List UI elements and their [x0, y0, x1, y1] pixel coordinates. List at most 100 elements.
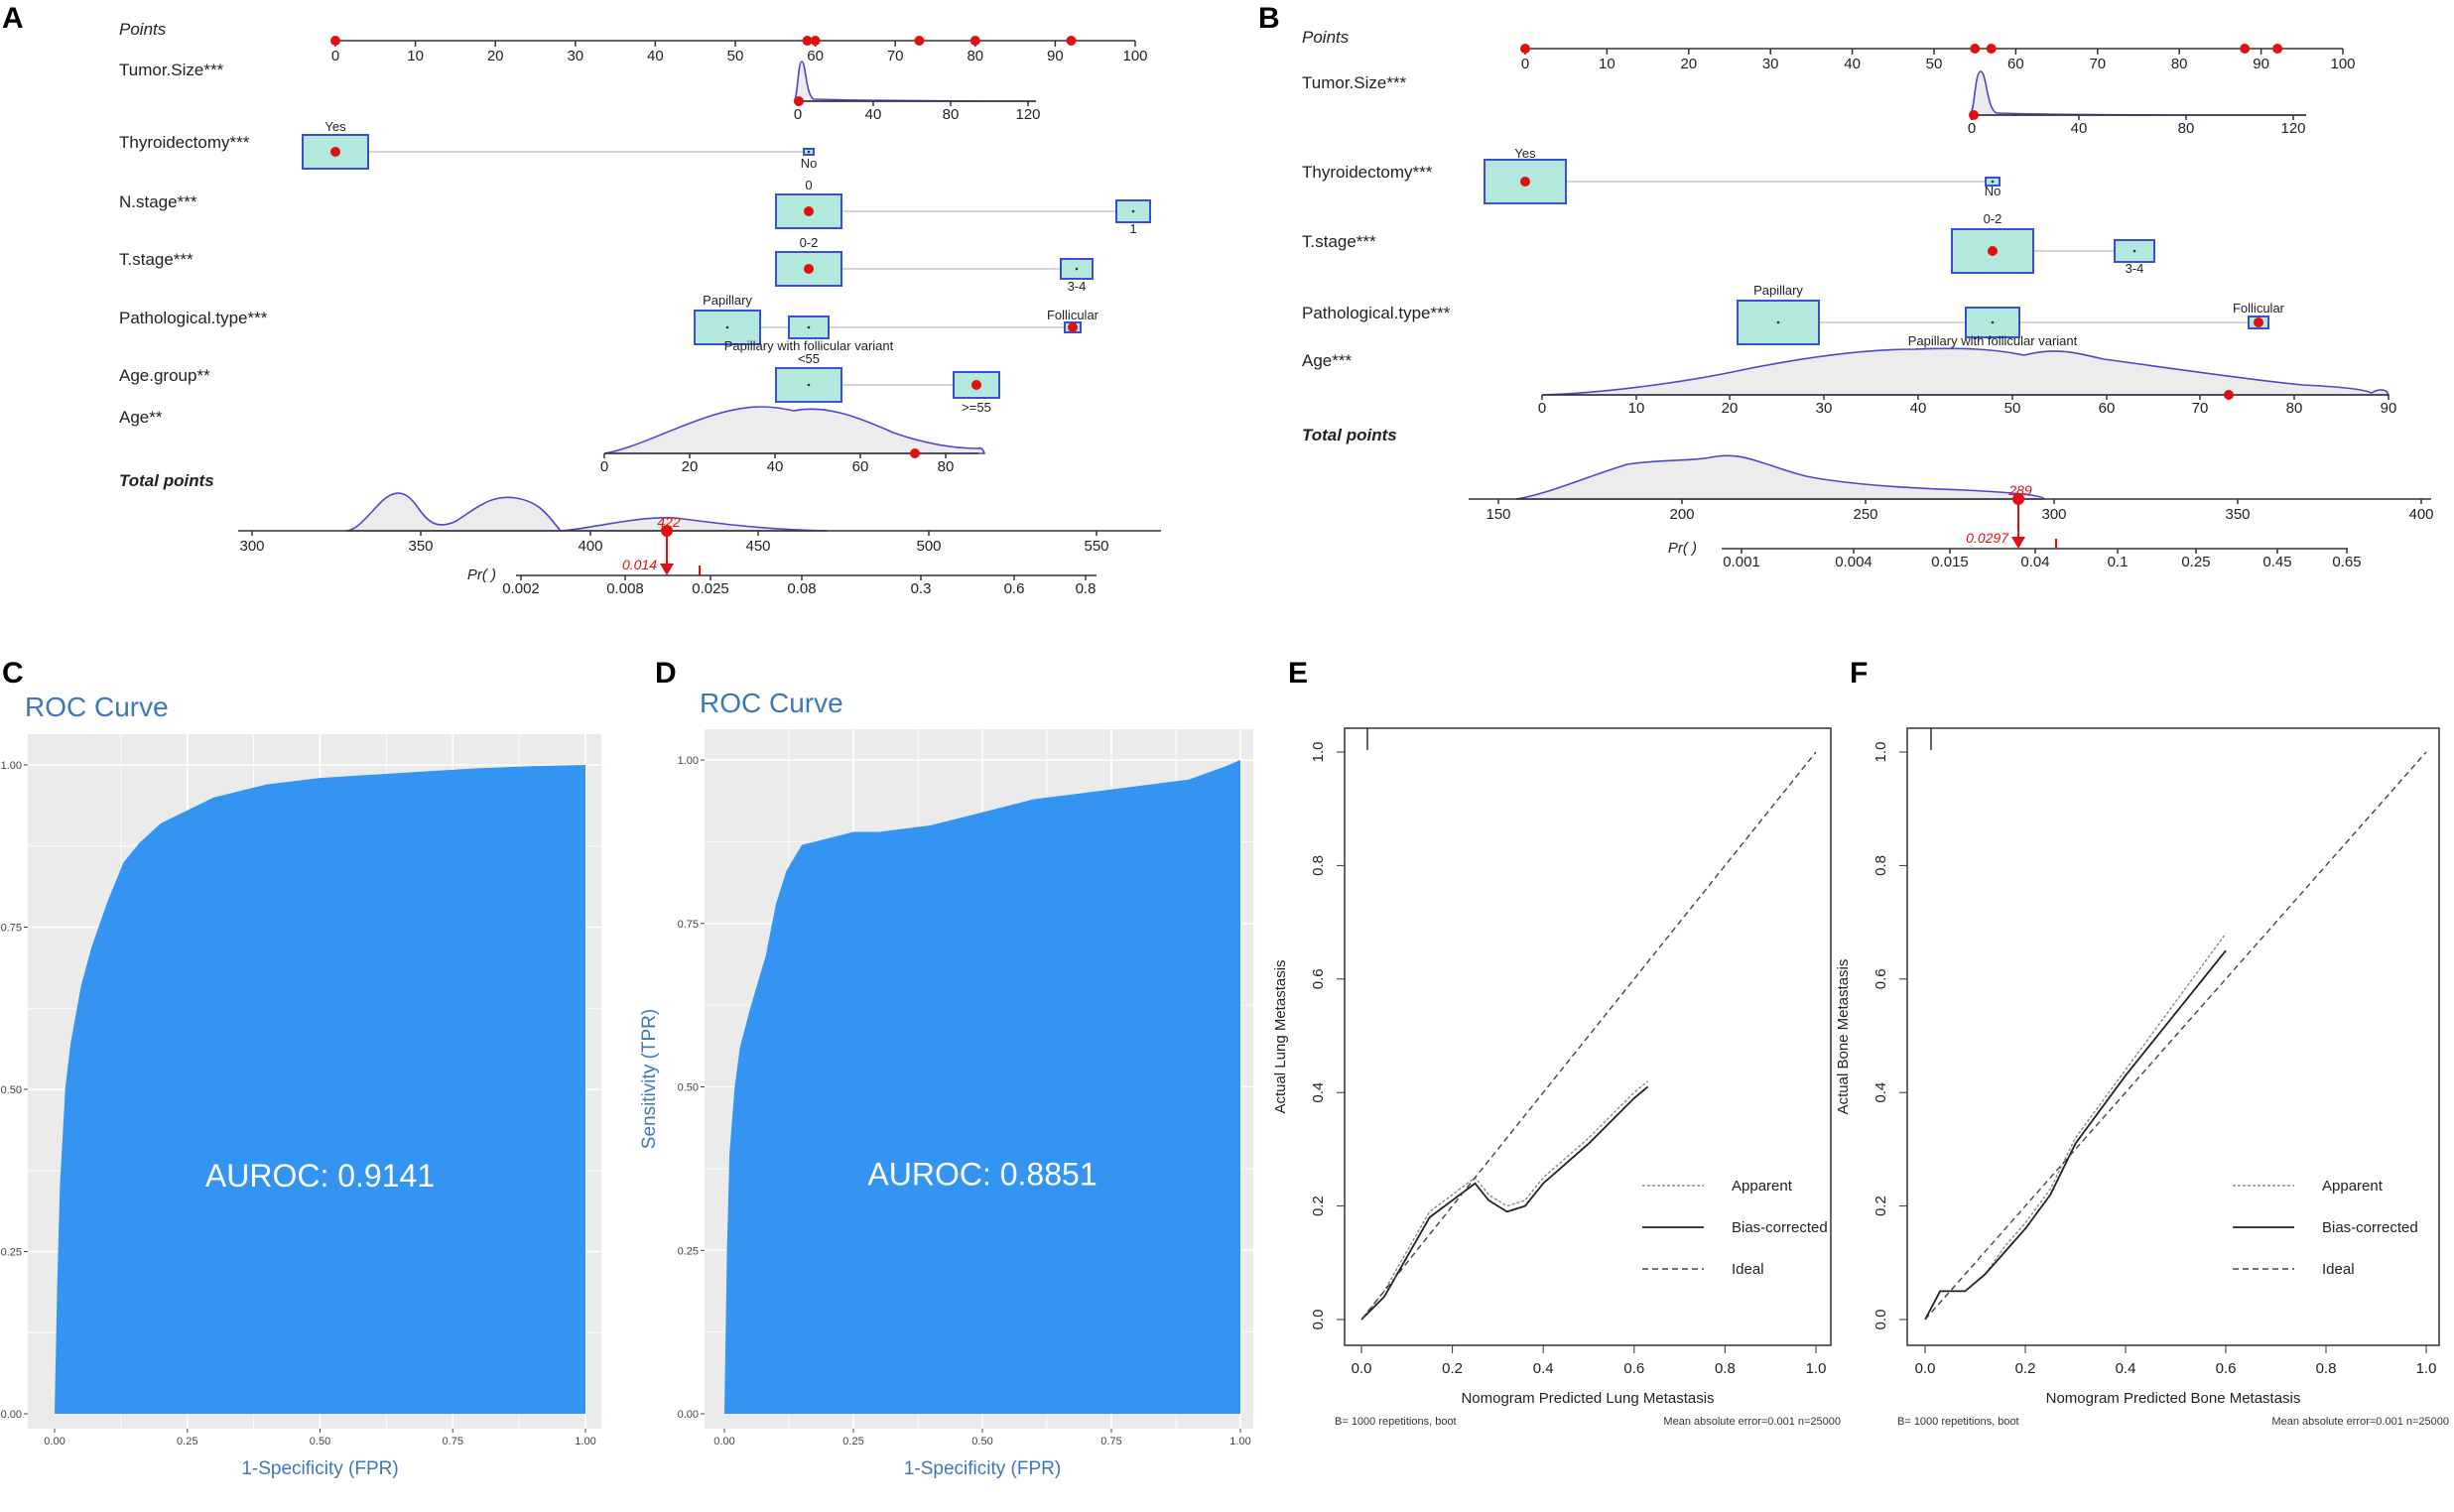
- marker-age: [910, 448, 920, 458]
- tick-label-age: 0: [600, 458, 608, 475]
- points-tick-label: 20: [487, 48, 504, 64]
- marker-age: [2224, 390, 2234, 400]
- x-tick-label: 0.8: [2316, 1360, 2337, 1377]
- points-tick-label: 100: [2330, 56, 2355, 72]
- level-center: [1131, 209, 1135, 213]
- total-tick-label: 300: [239, 538, 264, 555]
- x-tick-label: 0.2: [2015, 1360, 2036, 1377]
- legend-label-bias-corrected: Bias-corrected: [1732, 1219, 1828, 1236]
- points-marker: [914, 36, 925, 46]
- x-tick-label: 1.0: [1806, 1360, 1827, 1377]
- level-label-follicular: Follicular: [2233, 301, 2285, 315]
- points-tick-label: 40: [1844, 56, 1861, 72]
- points-tick-label: 60: [2007, 56, 2024, 72]
- series-ideal: [1924, 751, 2427, 1321]
- points-marker: [2272, 44, 2283, 54]
- prediction-arrow: [660, 564, 674, 575]
- pr-tick-label: 0.1: [2108, 554, 2129, 570]
- legend-label-ideal: Ideal: [1732, 1261, 1764, 1278]
- level-label-55: <55: [798, 351, 820, 366]
- panel-letter-f: F: [1850, 657, 1868, 690]
- marker-tumor-size: [1969, 110, 1979, 120]
- tick-label-tumor-size: 120: [2280, 120, 2305, 137]
- level-label-papillary: Papillary: [1753, 283, 1803, 298]
- variable-label-age: Age**: [119, 408, 163, 427]
- tick-label-age: 70: [2192, 400, 2209, 417]
- points-tick-label: 80: [2171, 56, 2188, 72]
- calibration-lung: 0.0 0.2 0.4 0.6 0.8 1.0 0.0 0.2 0.4 0.6 0.8 1.0 Appa…: [1272, 727, 1841, 1428]
- points-tick-label: 0: [1521, 56, 1529, 72]
- x-tick-label: 0.0: [1915, 1360, 1936, 1377]
- total-tick-label: 250: [1853, 506, 1877, 523]
- level-label-no: No: [801, 156, 818, 171]
- variable-label-n-stage: N.stage***: [119, 192, 197, 211]
- points-tick-label: 70: [2089, 56, 2106, 72]
- points-marker: [1970, 44, 1981, 54]
- total-tick-label: 550: [1084, 538, 1108, 555]
- total-tick-label: 350: [2225, 506, 2250, 523]
- points-marker: [1520, 44, 1530, 54]
- points-marker: [969, 36, 980, 46]
- points-tick-label: 30: [1762, 56, 1779, 72]
- x-tick-label: 1.0: [2416, 1360, 2437, 1377]
- x-tick-label: 0.00: [44, 1436, 65, 1448]
- tick-label-age: 80: [2286, 400, 2303, 417]
- pr-tick-label: 0.3: [911, 580, 932, 597]
- tick-label-age: 20: [682, 458, 699, 475]
- points-tick-label: 50: [1926, 56, 1943, 72]
- total-tick-label: 150: [1485, 506, 1510, 523]
- pr-tick-label: 0.25: [2181, 554, 2210, 570]
- x-tick-label: 0.6: [1623, 1360, 1644, 1377]
- plot-frame: [1906, 727, 2440, 1346]
- selected-marker-age-group: [971, 380, 981, 390]
- points-label: Points: [1302, 28, 1350, 47]
- selected-marker-pathological-type: [2254, 317, 2263, 327]
- level-center: [1075, 267, 1079, 271]
- y-tick-label: 0.2: [1310, 1196, 1327, 1216]
- pr-tick-label: 0.04: [2020, 554, 2049, 570]
- points-tick-label: 100: [1122, 48, 1147, 64]
- tick-label-age: 30: [1816, 400, 1833, 417]
- y-tick-label: 0.75: [1, 923, 22, 935]
- y-tick-label: 0.00: [678, 1409, 699, 1421]
- variable-label-thyroidectomy: Thyroidectomy***: [119, 133, 250, 152]
- y-tick-label: 0.50: [1, 1084, 22, 1096]
- x-axis-label: 1-Specificity (FPR): [904, 1458, 1061, 1479]
- x-tick-label: 1.00: [575, 1436, 595, 1448]
- x-tick-label: 0.50: [971, 1436, 992, 1448]
- level-box-55: [953, 371, 1000, 399]
- y-tick-label: 0.50: [678, 1082, 699, 1094]
- tick-label-tumor-size: 0: [794, 106, 802, 123]
- level-label-papillary-with-follicular-variant: Papillary with follicular variant: [1908, 333, 2078, 348]
- total-tick-label: 450: [745, 538, 770, 555]
- x-tick-label: 0.50: [310, 1436, 330, 1448]
- x-tick-label: 0.0: [1352, 1360, 1372, 1377]
- level-label-follicular: Follicular: [1047, 308, 1099, 322]
- level-center: [1991, 320, 1995, 324]
- x-tick-label: 1.00: [1229, 1436, 1250, 1448]
- level-label-1: 1: [1129, 221, 1136, 236]
- points-marker: [802, 36, 813, 46]
- marker-tumor-size: [794, 96, 804, 106]
- variable-label-tumor-size: Tumor.Size***: [119, 61, 224, 79]
- variable-label-t-stage: T.stage***: [119, 250, 194, 269]
- y-axis-label: Actual Lung Metastasis: [1272, 959, 1289, 1113]
- pr-tick-label: 0.025: [692, 580, 729, 597]
- x-tick-label: 0.00: [713, 1436, 734, 1448]
- y-tick-label: 1.0: [1310, 742, 1327, 763]
- y-axis-label: Actual Bone Metastasis: [1835, 959, 1852, 1115]
- x-tick-label: 0.4: [2116, 1360, 2136, 1377]
- roc-title: ROC Curve: [25, 692, 169, 722]
- level-label-no: No: [1985, 184, 2002, 198]
- tick-label-tumor-size: 40: [865, 106, 882, 123]
- density-tumor-size: [1969, 70, 2307, 116]
- series-apparent: [1924, 933, 2227, 1321]
- roc-area: [724, 760, 1240, 1414]
- selected-marker-t-stage: [804, 264, 814, 274]
- variable-label-thyroidectomy: Thyroidectomy***: [1302, 163, 1433, 182]
- roc-title: ROC Curve: [700, 688, 843, 718]
- panel-letter-c: C: [2, 657, 24, 690]
- total-tick-label: 300: [2041, 506, 2066, 523]
- selected-marker-thyroidectomy: [330, 147, 340, 157]
- level-center: [1991, 180, 1995, 184]
